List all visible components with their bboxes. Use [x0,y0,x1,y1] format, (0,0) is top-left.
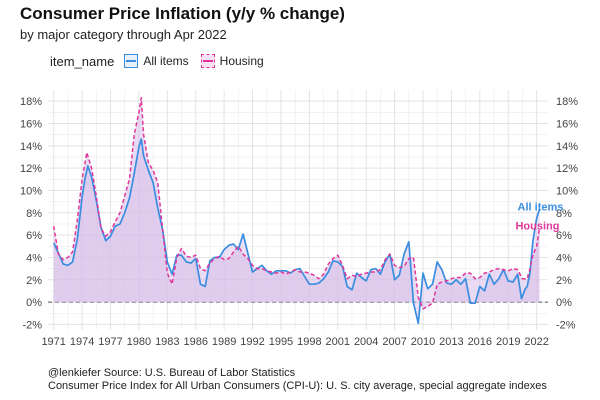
legend-item-housing[interactable]: Housing [200,54,264,68]
chart-title: Consumer Price Inflation (y/y % change) [20,4,345,23]
y-tick-label-left: 12% [20,163,42,175]
y-tick-label-right: 0% [556,297,572,309]
y-tick-label-left: 14% [20,141,42,153]
legend-key-all-items-icon [124,54,139,68]
legend-item-all-items[interactable]: All items [124,54,189,68]
y-tick-label-left: 4% [26,252,42,264]
x-tick-label: 1986 [183,336,207,348]
y-tick-label-right: 14% [556,141,578,153]
series-line-all-items [52,138,541,325]
x-tick-label: 1980 [127,336,151,348]
area-all-items [53,139,540,324]
y-tick-label-left: 0% [26,297,42,309]
y-tick-label-left: 6% [26,230,42,242]
end-label-all-items: All items [518,201,564,213]
x-tick-label: 2022 [524,336,548,348]
y-tick-label-right: 10% [556,185,578,197]
x-tick-label: 2019 [496,336,520,348]
legend: item_name All items Housing [50,51,276,71]
legend-key-housing-icon [200,54,215,68]
y-tick-label-right: 12% [556,163,578,175]
x-tick-label: 1992 [240,336,264,348]
series-line-housing [52,97,541,310]
end-label-housing: Housing [515,220,559,232]
x-tick-label: 1989 [212,336,236,348]
y-tick-label-right: 6% [556,230,572,242]
y-tick-label-left: -2% [22,319,42,331]
x-tick-label: 2016 [468,336,492,348]
y-tick-label-right: 16% [556,118,578,130]
chart-subtitle: by major category through Apr 2022 [20,27,227,42]
x-tick-label: 1995 [269,336,293,348]
source-description: Consumer Price Index for All Urban Consu… [48,380,547,392]
x-tick-label: 2004 [354,336,378,348]
y-tick-label-left: 16% [20,118,42,130]
x-tick-label: 2007 [382,336,406,348]
x-tick-label: 1974 [70,336,94,348]
legend-label-housing: Housing [219,54,264,68]
x-tick-label: 1998 [297,336,321,348]
x-tick-label: 1983 [155,336,179,348]
y-tick-label-left: 8% [26,208,42,220]
source-credit: @lenkiefer Source: U.S. Bureau of Labor … [48,367,296,379]
legend-label-all-items: All items [143,54,189,68]
y-tick-label-right: -2% [556,319,576,331]
y-tick-label-left: 10% [20,185,42,197]
x-tick-label: 1977 [98,336,122,348]
x-tick-label: 2010 [411,336,435,348]
y-tick-label-right: 18% [556,96,578,108]
y-tick-label-right: 8% [556,208,572,220]
y-tick-label-left: 2% [26,275,42,287]
x-tick-label: 2001 [326,336,350,348]
x-tick-label: 1971 [41,336,65,348]
legend-title: item_name [50,53,115,69]
area-housing [53,97,540,309]
y-tick-label-left: 18% [20,96,42,108]
x-tick-label: 2013 [439,336,463,348]
y-tick-label-right: 2% [556,275,572,287]
y-tick-label-right: 4% [556,252,572,264]
